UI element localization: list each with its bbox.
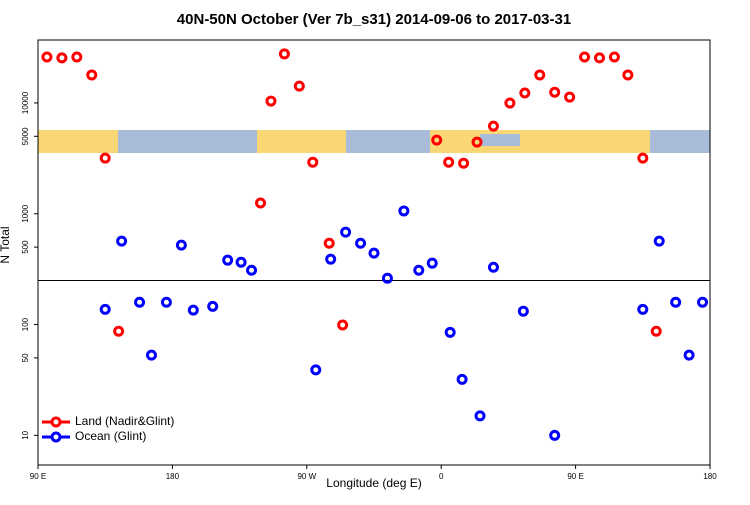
point — [278, 48, 290, 60]
chart-title: 40N-50N October (Ver 7b_s31) 2014-09-06 … — [177, 11, 571, 28]
point — [187, 304, 199, 316]
x-tick-label: 180 — [166, 472, 180, 481]
point — [86, 69, 98, 81]
point — [337, 319, 349, 331]
point — [340, 226, 352, 238]
point — [222, 254, 234, 266]
point — [637, 303, 649, 315]
x-tick-label: 90 E — [567, 472, 583, 481]
point — [650, 325, 662, 337]
point — [564, 91, 576, 103]
point — [381, 272, 393, 284]
legend-marker — [50, 416, 62, 428]
plot-frame — [37, 39, 711, 466]
point — [99, 152, 111, 164]
x-axis-label: Longitude (deg E) — [326, 476, 421, 490]
point — [207, 300, 219, 312]
x-tick-label: 90 E — [30, 472, 46, 481]
y-tick-label: 5000 — [21, 127, 30, 145]
point — [307, 156, 319, 168]
point — [431, 134, 443, 146]
point — [670, 296, 682, 308]
point — [41, 51, 53, 63]
point — [255, 197, 267, 209]
point — [456, 373, 468, 385]
y-tick-label: 10000 — [21, 91, 30, 114]
point — [517, 305, 529, 317]
point — [246, 264, 258, 276]
point — [444, 326, 456, 338]
y-tick-label: 10 — [21, 430, 30, 439]
point — [113, 325, 125, 337]
point — [398, 205, 410, 217]
point — [235, 256, 247, 268]
point — [608, 51, 620, 63]
point — [579, 51, 591, 63]
point — [310, 364, 322, 376]
point — [368, 247, 380, 259]
y-axis-label: N Total — [0, 226, 12, 263]
legend-marker — [50, 431, 62, 443]
x-tick-label: 0 — [439, 472, 444, 481]
y-tick-label: 500 — [21, 240, 30, 254]
point — [293, 80, 305, 92]
point — [355, 237, 367, 249]
point — [487, 120, 499, 132]
point — [697, 296, 709, 308]
x-tick-label: 90 W — [297, 472, 316, 481]
point — [549, 86, 561, 98]
point — [637, 152, 649, 164]
point — [487, 261, 499, 273]
point — [549, 429, 561, 441]
point — [265, 95, 277, 107]
point — [116, 235, 128, 247]
point — [519, 87, 531, 99]
point — [145, 349, 157, 361]
point — [504, 97, 516, 109]
point — [56, 52, 68, 64]
y-tick-label: 50 — [21, 353, 30, 362]
point — [471, 136, 483, 148]
point — [426, 257, 438, 269]
point — [622, 69, 634, 81]
legend-label: Land (Nadir&Glint) — [75, 414, 174, 428]
map-strip — [38, 130, 710, 153]
point — [458, 157, 470, 169]
point — [683, 349, 695, 361]
point — [175, 239, 187, 251]
point — [325, 253, 337, 265]
legend — [39, 411, 179, 446]
point — [593, 52, 605, 64]
legend-label: Ocean (Glint) — [75, 429, 146, 443]
point — [160, 296, 172, 308]
point — [443, 156, 455, 168]
point — [99, 303, 111, 315]
y-tick-label: 100 — [21, 317, 30, 331]
point — [413, 264, 425, 276]
x-tick-label: 180 — [703, 472, 717, 481]
y-tick-label: 1000 — [21, 204, 30, 222]
point — [323, 237, 335, 249]
point — [474, 410, 486, 422]
point — [71, 51, 83, 63]
point — [134, 296, 146, 308]
point — [534, 69, 546, 81]
point — [653, 235, 665, 247]
